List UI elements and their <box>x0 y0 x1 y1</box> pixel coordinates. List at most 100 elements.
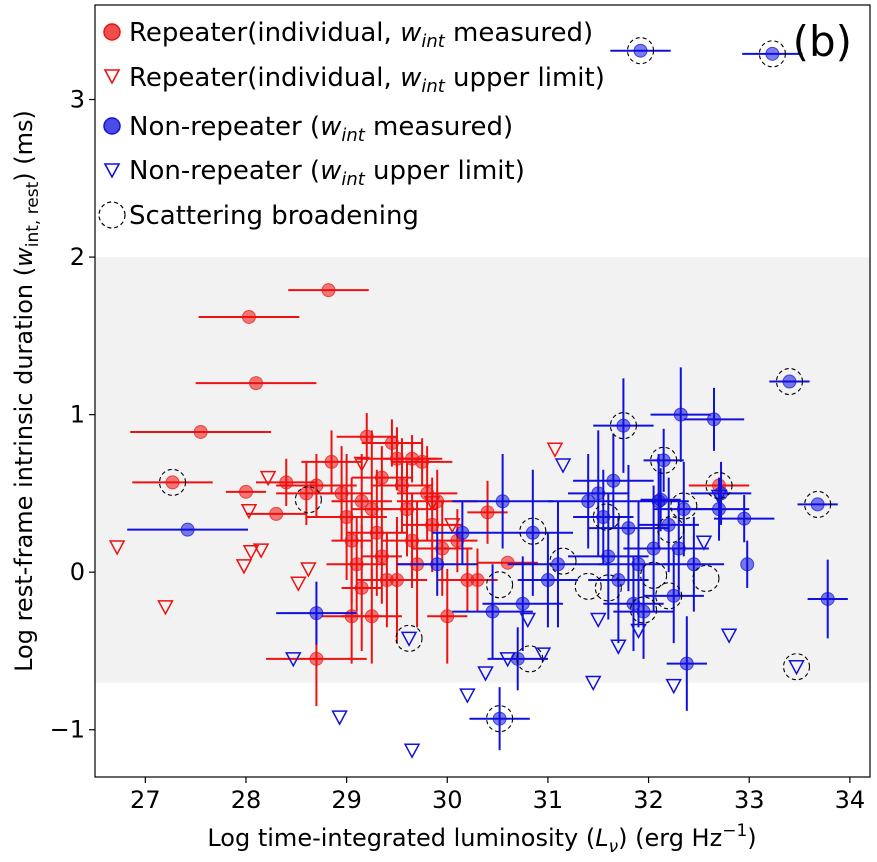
nonrepeater-measured-point <box>740 540 755 588</box>
repeater-measured-marker <box>369 525 384 540</box>
nonrepeater-measured-marker <box>661 517 676 532</box>
repeater-measured-marker <box>374 549 389 564</box>
nonrepeater-measured-point <box>469 687 530 751</box>
nonrepeater-upper-limit-marker <box>665 678 682 695</box>
nonrepeater-measured-point <box>593 378 654 473</box>
nonrepeater-upper-limit-marker <box>519 612 537 629</box>
scattering-broadening-marker <box>782 653 811 681</box>
nonrepeater-upper-limit-marker <box>610 639 627 655</box>
nonrepeater-measured-marker <box>180 522 195 537</box>
nonrepeater-measured-marker <box>581 494 596 509</box>
repeater-measured-marker <box>249 376 264 391</box>
scattering-broadening-marker <box>692 564 720 593</box>
nonrepeater-measured-point <box>573 469 634 565</box>
scattering-broadening-marker <box>574 572 602 600</box>
repeater-measured-marker <box>279 475 294 490</box>
x-tick-label: 29 <box>331 786 362 814</box>
scattering-broadening-marker <box>549 547 577 575</box>
repeater-measured-marker <box>344 533 359 548</box>
nonrepeater-measured-marker <box>550 557 565 572</box>
x-tick-label: 34 <box>835 786 866 814</box>
nonrepeater-measured-point <box>127 522 248 537</box>
nonrepeater-measured-point <box>547 454 629 549</box>
repeater-upper-limit-marker <box>240 503 258 520</box>
repeater-measured-marker <box>364 609 379 624</box>
repeater-measured-marker <box>269 506 284 521</box>
repeater-measured-point <box>457 548 498 612</box>
scattering-broadening-marker <box>592 503 620 531</box>
repeater-measured-point <box>311 446 372 541</box>
legend-marker-repeater-upper-limit <box>103 69 121 85</box>
legend-repeater-upper-limit: Repeater(individual, wint upper limit) <box>129 63 605 97</box>
legend-scattering-broadening: Scattering broadening <box>129 201 419 231</box>
nonrepeater-measured-marker <box>706 412 721 427</box>
repeater-measured-point <box>427 569 468 664</box>
repeater-upper-limit-marker <box>546 442 564 458</box>
nonrepeater-upper-limit-marker <box>534 647 552 663</box>
repeater-measured-marker <box>354 494 369 509</box>
repeater-upper-limit-marker <box>157 600 174 616</box>
nonrepeater-measured-point <box>568 430 629 557</box>
nonrepeater-measured-marker <box>737 511 752 526</box>
repeater-measured-point <box>341 569 402 664</box>
nonrepeater-measured-point <box>588 465 669 592</box>
nonrepeater-measured-marker <box>765 46 780 61</box>
scattering-broadening-marker <box>158 468 187 496</box>
x-tick-label: 30 <box>432 786 463 814</box>
nonrepeater-measured-point <box>396 532 478 596</box>
nonrepeater-upper-limit-marker <box>589 612 607 629</box>
repeater-measured-point <box>132 475 213 490</box>
repeater-measured-marker <box>354 580 369 595</box>
nonrepeater-measured-point <box>797 497 838 512</box>
repeater-measured-point <box>366 517 428 644</box>
nonrepeater-measured-point <box>613 564 674 659</box>
repeater-measured-point <box>301 430 362 494</box>
nonrepeater-measured-point <box>487 627 548 691</box>
nonrepeater-measured-marker <box>820 591 835 606</box>
repeater-measured-marker <box>400 502 415 517</box>
nonrepeater-measured-marker <box>430 557 445 572</box>
nonrepeater-upper-limit-marker <box>285 652 302 668</box>
repeater-measured-point <box>225 484 267 499</box>
repeater-measured-marker <box>349 557 364 572</box>
repeater-upper-limit-marker <box>252 543 270 559</box>
repeater-measured-marker <box>334 486 349 501</box>
nonrepeater-measured-marker <box>621 521 636 536</box>
scattering-broadening-marker <box>519 517 547 545</box>
nonrepeater-measured-point <box>432 501 493 565</box>
panel-label: (b) <box>793 17 852 66</box>
y-axis: −1 0 1 2 3 <box>50 86 95 744</box>
repeater-measured-marker <box>470 573 485 588</box>
nonrepeater-measured-point <box>638 477 699 573</box>
repeater-measured-marker <box>324 454 339 469</box>
nonrepeater-measured-point <box>482 556 564 651</box>
nonrepeater-measured-marker <box>676 502 691 517</box>
nonrepeater-measured-marker <box>309 606 324 621</box>
nonrepeater-upper-limit-marker <box>403 743 421 759</box>
scattering-broadening-marker <box>655 582 683 610</box>
scattering-broadening-marker <box>594 574 622 602</box>
repeater-measured-point <box>477 555 538 570</box>
y-tick-label: 3 <box>70 86 85 114</box>
nonrepeater-measured-marker <box>485 604 500 619</box>
nonrepeater-measured-marker <box>515 596 530 611</box>
nonrepeater-measured-point <box>713 494 775 543</box>
nonrepeater-measured-marker <box>740 557 755 572</box>
scattering-broadening-marker <box>609 412 637 440</box>
nonrepeater-measured-point <box>507 501 609 628</box>
legend-marker-nonrepeater-upper-limit <box>103 163 121 179</box>
repeater-upper-limit-marker <box>423 496 441 512</box>
repeater-upper-limit-marker <box>290 576 307 592</box>
nonrepeater-measured-marker <box>653 492 668 507</box>
nonrepeater-measured-marker <box>601 549 616 564</box>
nonrepeater-upper-limit-marker <box>459 688 476 704</box>
legend-marker-repeater-measured <box>103 23 121 41</box>
nonrepeater-measured-point <box>452 564 533 659</box>
scattering-broadening-marker <box>640 561 668 589</box>
y-tick-label: −1 <box>50 716 85 744</box>
nonrepeater-measured-point <box>573 433 654 529</box>
x-tick-label: 28 <box>231 786 262 814</box>
nonrepeater-measured-marker <box>673 407 688 422</box>
nonrepeater-measured-marker <box>591 486 606 501</box>
